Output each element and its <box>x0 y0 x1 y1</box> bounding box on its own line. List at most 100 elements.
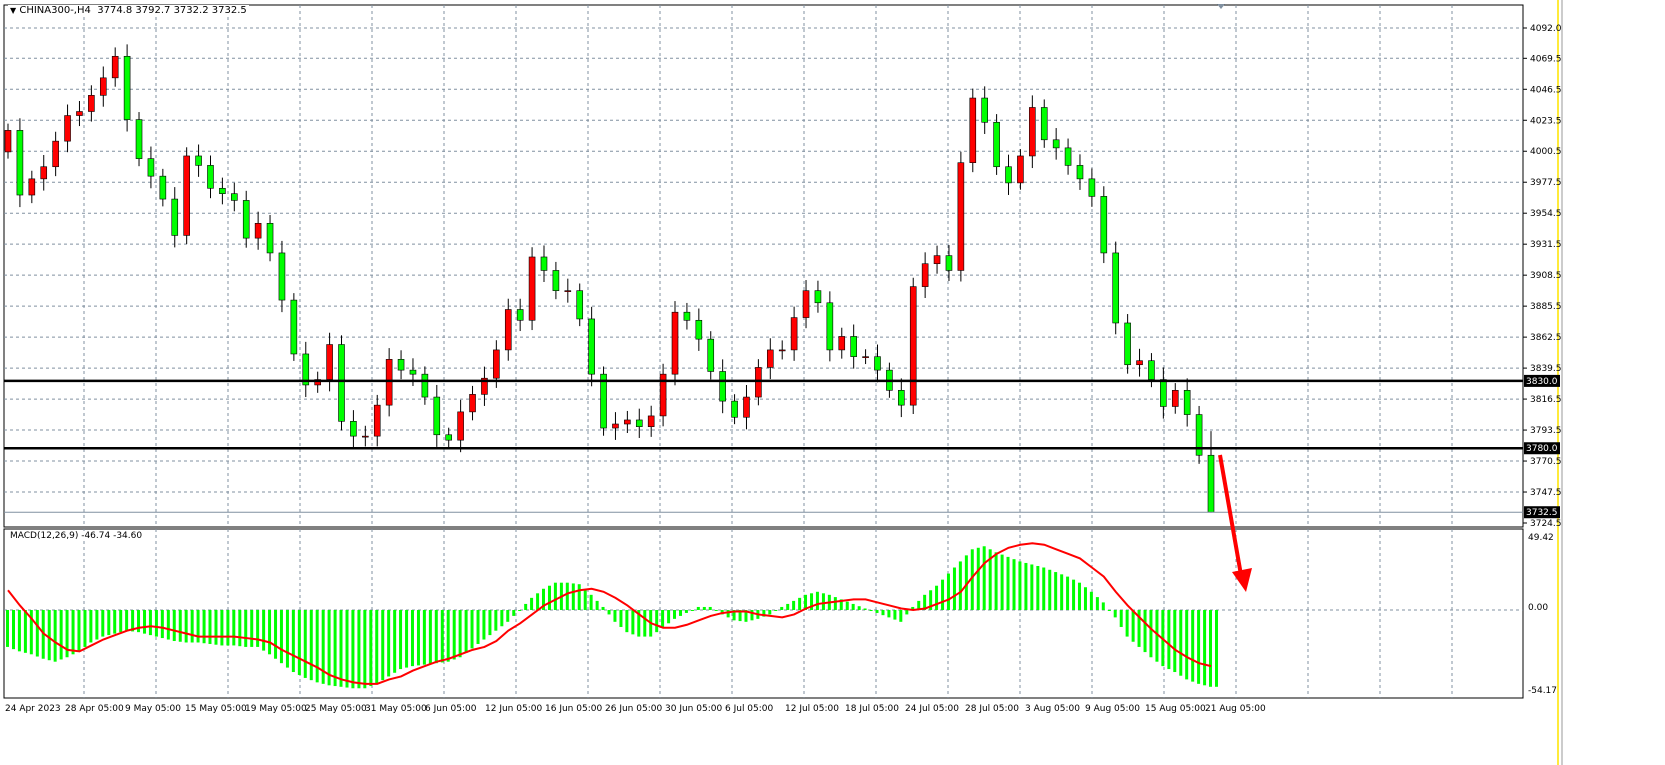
macd-histogram-bar <box>35 610 39 657</box>
candle-body <box>624 419 631 425</box>
macd-histogram-bar <box>422 610 426 665</box>
candle-body <box>814 290 822 304</box>
macd-histogram-bar <box>1185 610 1189 680</box>
x-tick-label: 18 Jul 05:00 <box>845 704 899 714</box>
level-price-label: 3780.0 <box>1526 444 1558 454</box>
macd-histogram-bar <box>226 610 230 646</box>
macd-histogram-bar <box>684 610 688 613</box>
macd-histogram-bar <box>744 610 748 622</box>
candle-body <box>552 270 560 291</box>
macd-histogram-bar <box>190 610 194 643</box>
macd-histogram-bar <box>696 606 700 610</box>
macd-histogram-bar <box>667 610 671 624</box>
macd-histogram-bar <box>637 610 641 637</box>
macd-histogram-bar <box>428 610 432 664</box>
macd-histogram-bar <box>970 549 974 610</box>
macd-histogram-bar <box>804 594 808 610</box>
macd-histogram-bar <box>488 610 492 636</box>
candle-body <box>1029 107 1036 157</box>
candle-body <box>159 175 167 200</box>
macd-histogram-bar <box>1042 567 1046 610</box>
macd-histogram-bar <box>1131 610 1135 642</box>
candle-body <box>707 338 715 372</box>
candle-body <box>719 371 726 402</box>
candle-body <box>850 336 857 357</box>
macd-histogram-bar <box>154 610 158 637</box>
macd-histogram-bar <box>786 603 790 610</box>
macd-histogram-bar <box>857 606 861 610</box>
candle-body <box>52 140 59 168</box>
macd-histogram-bar <box>65 610 69 658</box>
macd-histogram-bar <box>863 608 867 610</box>
macd-histogram-bar <box>1095 597 1099 610</box>
candle-body <box>1160 379 1167 407</box>
x-tick-label: 19 May 05:00 <box>245 704 307 714</box>
macd-histogram-bar <box>262 610 266 651</box>
macd-histogram-bar <box>935 585 939 610</box>
macd-histogram-bar <box>1101 602 1105 610</box>
macd-histogram-bar <box>547 585 551 610</box>
macd-histogram-bar <box>482 610 486 640</box>
macd-histogram-bar <box>333 610 337 687</box>
macd-histogram-bar <box>119 610 123 633</box>
macd-histogram-bar <box>297 610 301 675</box>
macd-histogram-bar <box>440 610 444 663</box>
macd-histogram-bar <box>1149 610 1153 658</box>
candle-body <box>397 359 405 371</box>
macd-histogram-bar <box>434 610 438 664</box>
macd-histogram-bar <box>143 610 147 634</box>
candle-body <box>207 165 214 189</box>
current-price-label: 3732.5 <box>1526 508 1558 518</box>
candle-body <box>254 223 262 239</box>
candle-body <box>540 256 548 271</box>
macd-histogram-bar <box>12 610 15 650</box>
macd-histogram-bar <box>77 610 81 652</box>
triangle-down-icon[interactable]: ▼ <box>10 6 17 15</box>
macd-histogram-bar <box>321 610 325 684</box>
candle-body <box>445 434 453 441</box>
candle-body <box>290 299 298 355</box>
candle-body <box>433 396 441 436</box>
macd-histogram-bar <box>976 547 980 610</box>
macd-histogram-bar <box>768 610 772 615</box>
macd-histogram-bar <box>148 610 152 636</box>
macd-histogram-bar <box>815 591 819 610</box>
macd-histogram-bar <box>1179 610 1183 676</box>
macd-histogram-bar <box>95 610 99 640</box>
y-tick-label: 4000.5 <box>1530 147 1562 157</box>
macd-histogram-bar <box>1048 569 1052 610</box>
candle-body <box>1148 360 1155 380</box>
macd-histogram-bar <box>6 610 9 647</box>
macd-histogram-bar <box>137 610 141 633</box>
candle-body <box>647 415 655 427</box>
candle-body <box>362 435 369 438</box>
candle-body <box>933 255 941 265</box>
macd-histogram-bar <box>345 610 349 688</box>
macd-histogram-bar <box>476 610 480 644</box>
candle-body <box>743 396 750 418</box>
candle-body <box>1064 147 1072 166</box>
candle-body <box>1076 165 1084 180</box>
macd-tick-label: 49.42 <box>1528 533 1554 543</box>
y-tick-label: 3885.5 <box>1530 302 1562 312</box>
macd-histogram-bar <box>1006 556 1010 610</box>
macd-histogram-bar <box>375 610 379 684</box>
candle-body <box>314 379 321 386</box>
macd-histogram-bar <box>762 610 766 617</box>
macd-histogram-bar <box>1066 576 1070 610</box>
candle-body <box>957 162 965 271</box>
macd-histogram-bar <box>994 552 998 610</box>
candle-body <box>64 115 71 142</box>
candle-body <box>659 373 667 417</box>
candle-body <box>898 390 905 406</box>
symbol-label: CHINA300-,H4 <box>19 5 91 16</box>
macd-histogram-bar <box>381 610 385 681</box>
macd-histogram-bar <box>964 555 968 610</box>
y-tick-label: 4092.0 <box>1530 24 1562 34</box>
candle-body <box>421 373 429 398</box>
candle-body <box>635 419 643 427</box>
macd-histogram-bar <box>583 589 587 610</box>
candle-body <box>516 309 524 321</box>
macd-histogram-bar <box>160 610 164 639</box>
